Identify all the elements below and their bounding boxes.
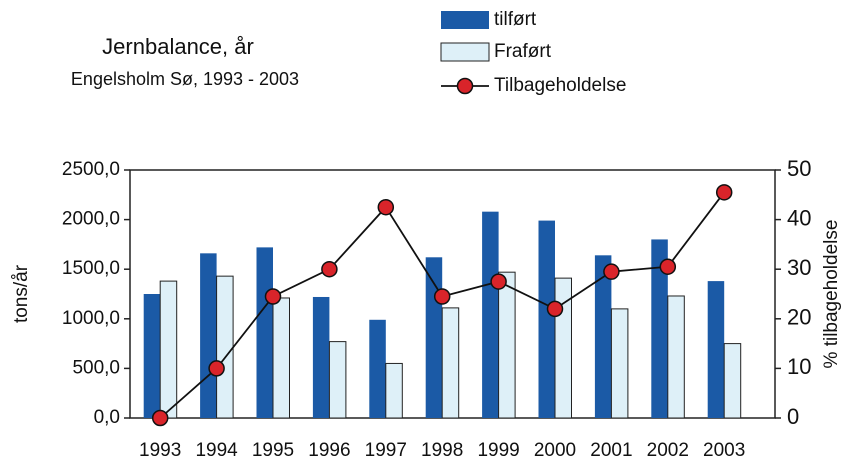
x-tick-label: 1995 — [252, 440, 294, 461]
line-point — [151, 409, 169, 427]
legend-label: Fraført — [494, 41, 552, 62]
x-tick-label: 2003 — [703, 440, 745, 461]
x-tick-label: 2001 — [590, 440, 632, 461]
bar — [159, 280, 178, 419]
legend-swatch — [440, 42, 490, 62]
line-point — [264, 288, 282, 305]
bar — [610, 308, 629, 419]
bar — [498, 271, 516, 419]
x-tick-label: 1994 — [195, 440, 238, 461]
y-tick-label: 2000,0 — [62, 209, 120, 230]
y2-tick-label: 0 — [787, 404, 799, 429]
bar — [594, 255, 612, 418]
line-point — [546, 300, 564, 318]
y-tick-label: 500,0 — [72, 357, 120, 378]
legend-swatch — [441, 11, 489, 29]
line-point — [321, 260, 338, 278]
chart-title: Jernbalance, år — [102, 34, 254, 59]
bar — [425, 257, 443, 418]
y2-tick-label: 50 — [787, 156, 811, 181]
bar — [723, 343, 742, 419]
bar — [256, 247, 273, 418]
legend-label: Tilbageholdelse — [494, 75, 626, 96]
x-tick-label: 1999 — [477, 440, 519, 461]
bar — [200, 253, 217, 418]
y2-tick-label: 10 — [787, 354, 811, 379]
bar — [667, 295, 685, 419]
line-point — [433, 288, 451, 305]
y-tick-label: 0,0 — [94, 407, 120, 428]
line-point — [490, 273, 507, 290]
chart-subtitle: Engelsholm Sø, 1993 - 2003 — [71, 69, 299, 89]
y2-axis-label: % tilbageholdelse — [821, 220, 842, 369]
x-tick-label: 1996 — [308, 440, 350, 461]
bar — [216, 275, 234, 419]
line-point — [659, 258, 677, 275]
bar — [272, 297, 290, 419]
line-point — [208, 360, 225, 377]
bar — [482, 211, 499, 418]
y-tick-label: 1500,0 — [62, 258, 120, 279]
line-point — [715, 184, 733, 201]
x-tick-label: 1993 — [139, 440, 181, 461]
bar — [651, 239, 668, 418]
y2-tick-label: 20 — [787, 305, 811, 330]
legend-marker — [456, 77, 474, 95]
x-tick-label: 2000 — [534, 440, 576, 461]
bar — [143, 294, 161, 418]
x-tick-label: 2002 — [647, 440, 689, 461]
bar — [385, 362, 403, 419]
bar — [312, 296, 330, 418]
x-tick-label: 1998 — [421, 440, 463, 461]
legend-label: tilført — [494, 9, 537, 30]
y2-tick-label: 30 — [787, 255, 811, 280]
line-point — [377, 198, 395, 216]
y-axis-label: tons/år — [11, 264, 32, 323]
x-tick-label: 1997 — [365, 440, 407, 461]
y-tick-label: 1000,0 — [62, 308, 120, 329]
bar — [328, 341, 347, 419]
line-point — [603, 263, 620, 280]
bar — [369, 319, 386, 418]
bar — [707, 281, 725, 418]
bar — [538, 220, 555, 418]
y-tick-label: 2500,0 — [62, 159, 120, 180]
y2-tick-label: 40 — [787, 205, 811, 230]
bar — [441, 307, 460, 419]
